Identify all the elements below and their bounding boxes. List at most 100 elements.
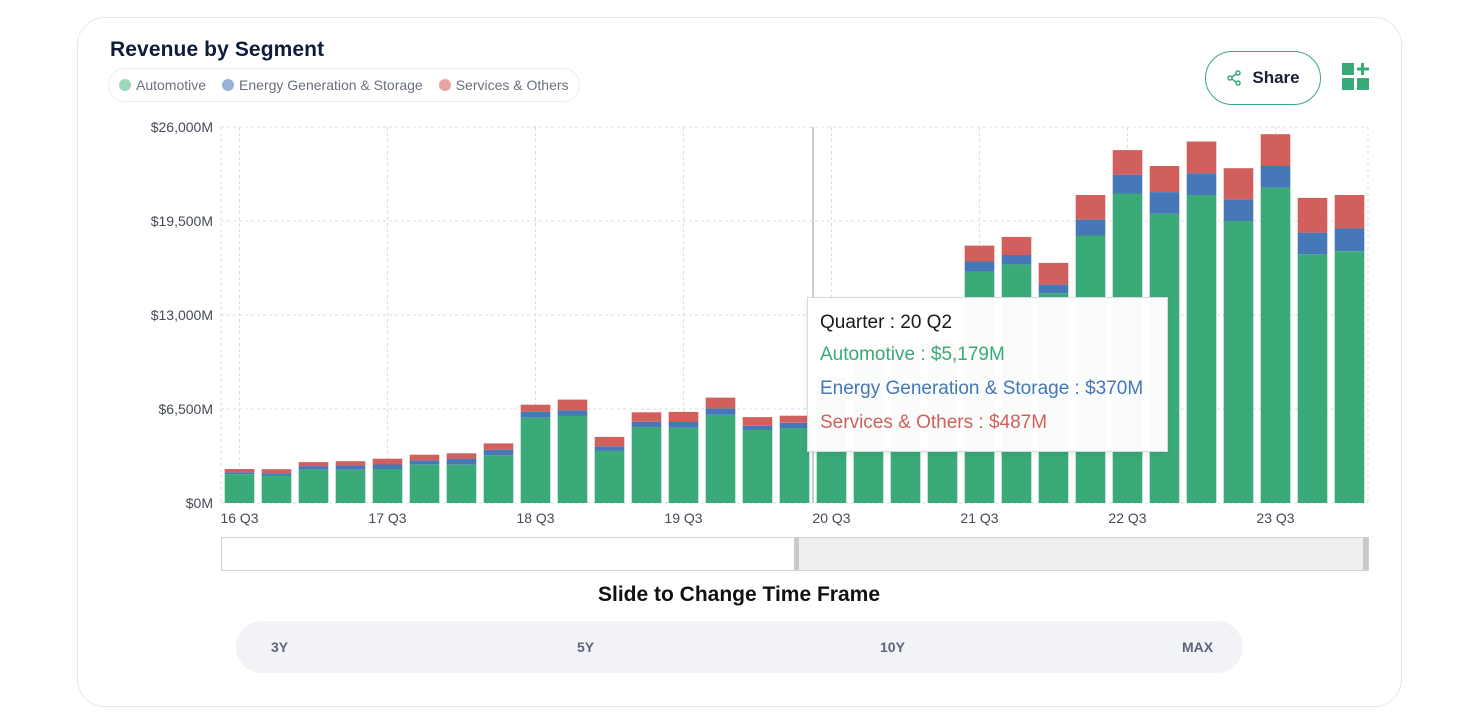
bar-services[interactable]: [224, 469, 255, 473]
bar-energy[interactable]: [779, 422, 810, 429]
bar-energy[interactable]: [1038, 284, 1069, 294]
bar-energy[interactable]: [372, 464, 403, 470]
bar-automotive[interactable]: [224, 474, 255, 503]
bar-automotive[interactable]: [409, 464, 440, 503]
bar-energy[interactable]: [631, 421, 662, 428]
slider-selected-range[interactable]: [796, 538, 1368, 570]
bar-automotive[interactable]: [446, 464, 477, 503]
bar-automotive[interactable]: [631, 427, 662, 503]
bar-energy[interactable]: [1186, 173, 1217, 195]
bar-energy[interactable]: [409, 460, 440, 465]
slider-caption: Slide to Change Time Frame: [597, 583, 880, 606]
bar-services[interactable]: [261, 469, 292, 474]
bar-services[interactable]: [1223, 168, 1254, 200]
bar-energy[interactable]: [1297, 232, 1328, 255]
time-range-slider[interactable]: [221, 537, 1369, 571]
bar-energy[interactable]: [1001, 255, 1032, 265]
legend-label-automotive: Automotive: [136, 77, 207, 93]
slider-left-handle[interactable]: [794, 538, 799, 570]
y-tick-label: $6,500M: [159, 401, 213, 417]
bar-services[interactable]: [1001, 236, 1032, 255]
bar-automotive[interactable]: [1297, 254, 1328, 503]
add-widget-icon[interactable]: [1342, 63, 1370, 91]
bar-energy[interactable]: [742, 425, 773, 430]
bar-services[interactable]: [1186, 141, 1217, 174]
legend-item-energy[interactable]: Energy Generation & Storage: [222, 77, 423, 93]
bar-services[interactable]: [298, 462, 329, 467]
bar-automotive[interactable]: [668, 427, 699, 503]
timeframe-10y-button[interactable]: 10Y: [880, 639, 905, 655]
bar-automotive[interactable]: [1223, 221, 1254, 503]
bar-energy[interactable]: [335, 465, 366, 470]
bar-automotive[interactable]: [1186, 195, 1217, 503]
bar-series: [224, 134, 1365, 504]
bar-energy[interactable]: [1075, 219, 1106, 236]
bar-services[interactable]: [335, 461, 366, 466]
bar-energy[interactable]: [1223, 199, 1254, 221]
share-button[interactable]: Share: [1205, 51, 1321, 105]
bar-services[interactable]: [520, 404, 551, 412]
legend-item-services[interactable]: Services & Others: [438, 77, 569, 93]
bar-automotive[interactable]: [1334, 251, 1365, 503]
bar-services[interactable]: [594, 436, 625, 447]
bar-services[interactable]: [483, 443, 514, 450]
bar-energy[interactable]: [520, 411, 551, 418]
bar-automotive[interactable]: [372, 469, 403, 503]
bar-services[interactable]: [1075, 195, 1106, 220]
bar-services[interactable]: [1334, 195, 1365, 229]
bar-energy[interactable]: [298, 466, 329, 470]
bar-automotive[interactable]: [742, 430, 773, 503]
timeframe-5y-button[interactable]: 5Y: [577, 639, 595, 655]
bar-energy[interactable]: [483, 449, 514, 456]
bar-services[interactable]: [668, 411, 699, 422]
x-tick-label: 20 Q3: [812, 510, 850, 526]
bar-services[interactable]: [372, 458, 403, 465]
bar-automotive[interactable]: [483, 455, 514, 503]
bar-services[interactable]: [446, 453, 477, 459]
bar-services[interactable]: [631, 412, 662, 422]
bar-services[interactable]: [1112, 150, 1143, 175]
bar-automotive[interactable]: [557, 415, 588, 504]
bar-automotive[interactable]: [298, 469, 329, 503]
bar-services[interactable]: [705, 397, 736, 409]
bar-energy[interactable]: [1260, 166, 1291, 188]
bar-services[interactable]: [1260, 134, 1291, 166]
bar-services[interactable]: [742, 417, 773, 426]
bar-services[interactable]: [964, 245, 995, 262]
bar-energy[interactable]: [705, 408, 736, 415]
bar-energy[interactable]: [261, 473, 292, 476]
bar-energy[interactable]: [224, 472, 255, 474]
bar-services[interactable]: [557, 399, 588, 411]
bar-energy[interactable]: [668, 422, 699, 428]
y-axis: $0M $6,500M $13,000M $19,500M $26,000M: [151, 119, 213, 511]
timeframe-max-button[interactable]: MAX: [1182, 639, 1214, 655]
tooltip-services: Services & Others : $487M: [820, 412, 1048, 433]
bar-energy[interactable]: [557, 410, 588, 416]
bar-services[interactable]: [1297, 197, 1328, 233]
bar-automotive[interactable]: [705, 414, 736, 503]
timeframe-3y-button[interactable]: 3Y: [271, 639, 289, 655]
x-tick-label: 17 Q3: [368, 510, 406, 526]
bar-automotive[interactable]: [261, 475, 292, 504]
chart-title: Revenue by Segment: [110, 38, 325, 61]
bar-energy[interactable]: [1112, 174, 1143, 194]
bar-automotive[interactable]: [594, 450, 625, 503]
bar-energy[interactable]: [1149, 192, 1180, 214]
slider-right-handle[interactable]: [1363, 538, 1368, 570]
bar-automotive[interactable]: [520, 417, 551, 503]
x-axis: 16 Q3 17 Q3 18 Q3 19 Q3 20 Q3 21 Q3 22 Q3 23 Q3: [220, 510, 1294, 526]
y-tick-label: $19,500M: [151, 213, 213, 229]
bar-energy[interactable]: [446, 458, 477, 465]
bar-services[interactable]: [1149, 166, 1180, 192]
bar-automotive[interactable]: [335, 469, 366, 503]
bar-energy[interactable]: [964, 261, 995, 272]
bar-automotive[interactable]: [1260, 187, 1291, 503]
bar-automotive[interactable]: [779, 428, 810, 503]
bar-services[interactable]: [409, 454, 440, 461]
bar-services[interactable]: [779, 415, 810, 423]
legend-item-automotive[interactable]: Automotive: [119, 77, 206, 93]
tooltip-energy: Energy Generation & Storage : $370M: [820, 378, 1144, 399]
bar-services[interactable]: [1038, 262, 1069, 285]
bar-energy[interactable]: [1334, 228, 1365, 252]
bar-energy[interactable]: [594, 446, 625, 451]
